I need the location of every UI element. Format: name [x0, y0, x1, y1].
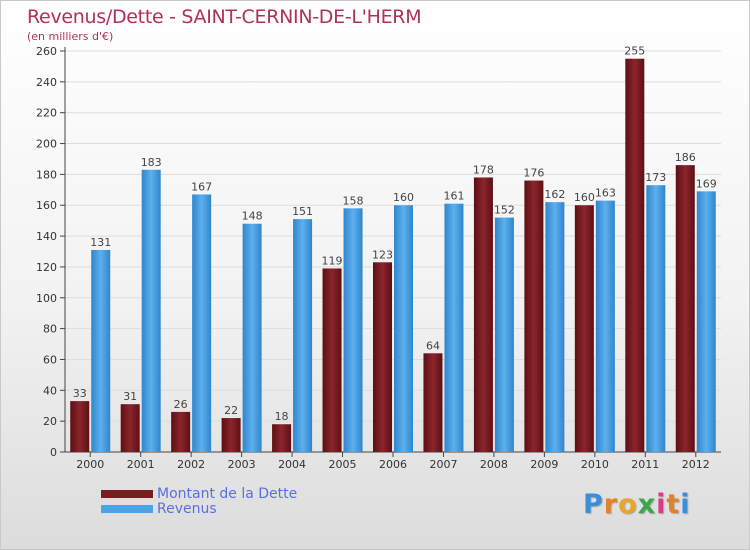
debt-bar [70, 401, 90, 452]
legend-label-debt: Montant de la Dette [157, 486, 298, 502]
data-labels: 33 131 31 183 26 167 22 148 18 151 119 158 123 160 64 1… [73, 45, 717, 424]
legend-swatch-revenue [101, 505, 153, 513]
data-label: 123 [372, 248, 393, 261]
data-label: 160 [574, 191, 595, 204]
data-label: 131 [90, 236, 111, 249]
logo-letter: r [603, 489, 619, 520]
y-tick-label: 260 [36, 45, 57, 58]
y-tick-label: 20 [43, 415, 57, 428]
legend-label-revenue: Revenus [157, 501, 217, 517]
y-tick-label: 160 [36, 199, 57, 212]
revenue-bar [293, 219, 313, 452]
x-tick-label: 2001 [127, 458, 155, 471]
y-tick-label: 140 [36, 230, 57, 243]
x-tick-label: 2011 [631, 458, 659, 471]
data-label: 148 [242, 210, 263, 223]
revenue-bar [646, 185, 666, 452]
data-label: 183 [141, 156, 162, 169]
proxiti-logo: Proxiti [583, 489, 691, 520]
debt-bar [221, 418, 241, 452]
y-tick-label: 100 [36, 292, 57, 305]
revenue-bar [242, 223, 262, 452]
data-label: 158 [343, 194, 364, 207]
data-label: 167 [191, 180, 212, 193]
y-tick-label: 120 [36, 261, 57, 274]
x-tick-label: 2007 [429, 458, 457, 471]
data-label: 162 [544, 188, 565, 201]
revenue-bar [696, 191, 716, 452]
debt-bar [272, 424, 292, 452]
debt-bar [675, 165, 695, 452]
logo-letter: x [637, 489, 657, 520]
x-tick-label: 2009 [530, 458, 558, 471]
y-tick-label: 220 [36, 107, 57, 120]
debt-bar [423, 353, 443, 452]
data-label: 178 [473, 163, 494, 176]
revenue-bar [192, 194, 212, 452]
x-tick-label: 2012 [682, 458, 710, 471]
chart-subtitle: (en milliers d'€) [27, 30, 114, 43]
data-label: 22 [224, 404, 238, 417]
data-label: 160 [393, 191, 414, 204]
revenue-bar [394, 205, 413, 452]
debt-bar [120, 404, 140, 452]
debt-bar [322, 268, 342, 452]
debt-bar [171, 411, 191, 452]
x-tick-label: 2004 [278, 458, 306, 471]
x-tick-label: 2000 [76, 458, 104, 471]
x-tick-label: 2008 [480, 458, 508, 471]
x-tick-label: 2010 [581, 458, 609, 471]
revenue-bar [595, 200, 615, 452]
y-tick-label: 0 [50, 446, 57, 459]
data-label: 18 [275, 410, 289, 423]
revenue-bar [141, 169, 161, 452]
bars [70, 58, 716, 453]
debt-bar [574, 205, 594, 452]
axes: 0 20 40 60 80 100 120 140 160 180 200 220 240 260 2000… [36, 45, 721, 471]
debt-bar [473, 177, 493, 452]
debt-bar [625, 58, 645, 452]
x-tick-label: 2006 [379, 458, 407, 471]
y-tick-label: 180 [36, 168, 57, 181]
revenue-bar [343, 208, 363, 452]
debt-bar [524, 180, 544, 453]
logo-letter: i [656, 489, 667, 520]
revenue-bar [91, 249, 111, 452]
debt-bar [373, 262, 392, 452]
y-tick-label: 200 [36, 138, 57, 151]
data-label: 176 [523, 167, 544, 180]
data-label: 33 [73, 387, 87, 400]
data-label: 163 [595, 187, 616, 200]
y-tick-label: 60 [43, 353, 57, 366]
x-tick-label: 2005 [329, 458, 357, 471]
data-label: 26 [174, 398, 188, 411]
data-label: 119 [322, 254, 343, 267]
revenue-bar [444, 203, 464, 452]
data-label: 186 [675, 151, 696, 164]
legend-swatch-debt [101, 490, 153, 498]
data-label: 31 [123, 390, 137, 403]
data-label: 152 [494, 204, 515, 217]
data-label: 169 [696, 177, 717, 190]
logo-letter: i [680, 489, 691, 520]
logo-letter: P [583, 489, 604, 520]
y-tick-label: 80 [43, 323, 57, 336]
logo-letter: o [618, 489, 638, 520]
grid [65, 50, 721, 453]
data-label: 151 [292, 205, 313, 218]
revenue-bar [545, 202, 565, 452]
y-tick-label: 40 [43, 384, 57, 397]
y-tick-label: 240 [36, 76, 57, 89]
x-tick-label: 2002 [177, 458, 205, 471]
chart-title: Revenus/Dette - SAINT-CERNIN-DE-L'HERM [27, 6, 422, 28]
data-label: 255 [624, 45, 645, 58]
data-label: 161 [443, 190, 464, 203]
logo-letter: t [666, 489, 681, 520]
data-label: 173 [645, 171, 666, 184]
data-label: 64 [426, 339, 440, 352]
x-tick-label: 2003 [228, 458, 256, 471]
revenue-bar [494, 217, 514, 452]
